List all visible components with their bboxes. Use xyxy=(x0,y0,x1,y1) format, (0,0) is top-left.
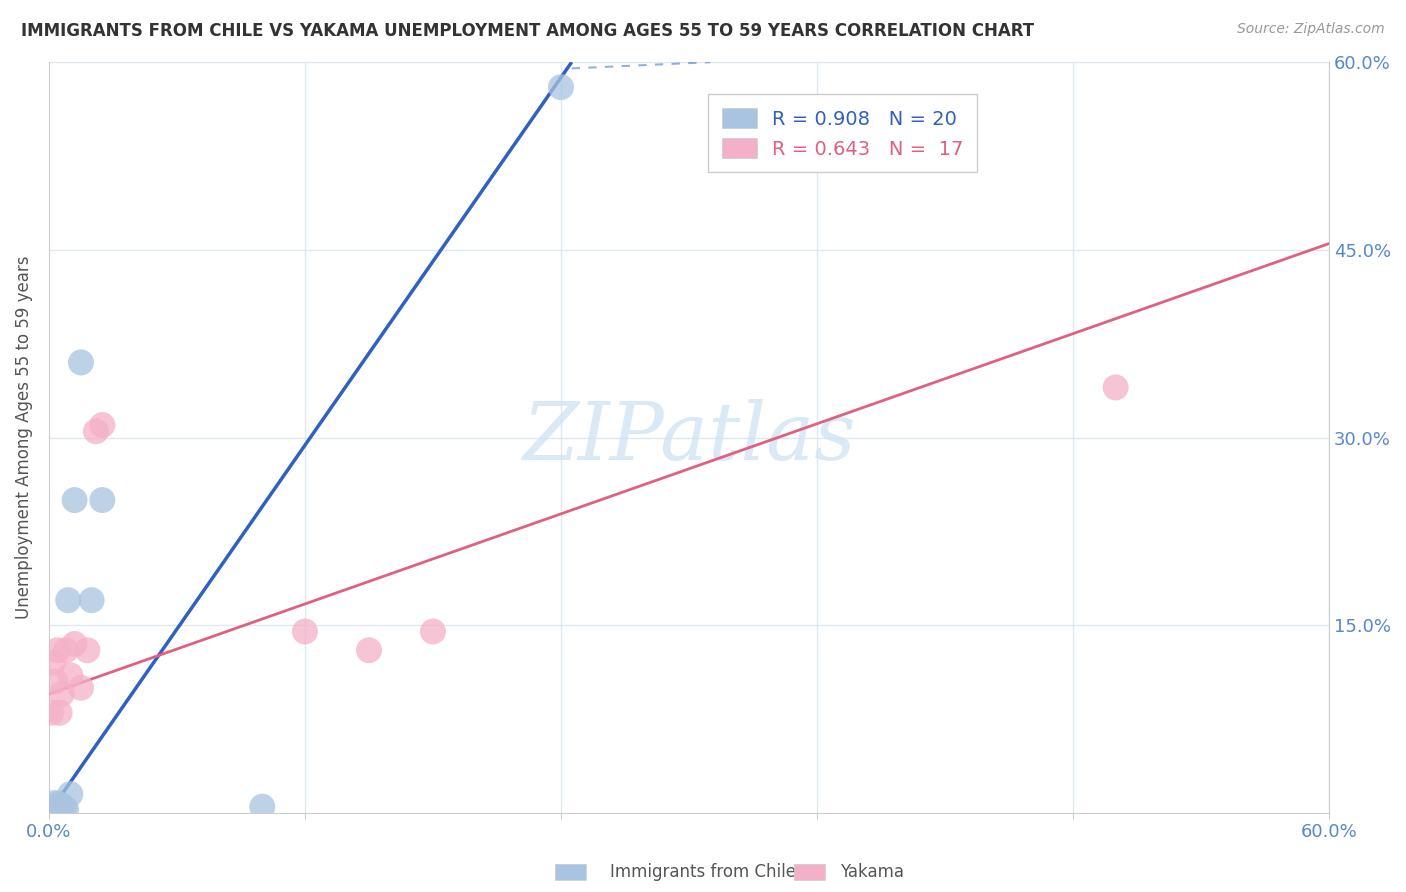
Text: Yakama: Yakama xyxy=(839,863,904,881)
Text: IMMIGRANTS FROM CHILE VS YAKAMA UNEMPLOYMENT AMONG AGES 55 TO 59 YEARS CORRELATI: IMMIGRANTS FROM CHILE VS YAKAMA UNEMPLOY… xyxy=(21,22,1035,40)
Point xyxy=(42,802,65,816)
Point xyxy=(48,799,70,814)
Point xyxy=(46,801,69,815)
Legend: R = 0.908   N = 20, R = 0.643   N =  17: R = 0.908 N = 20, R = 0.643 N = 17 xyxy=(709,95,977,172)
Point xyxy=(51,687,73,701)
Point xyxy=(422,624,444,639)
Point xyxy=(59,787,82,801)
Point xyxy=(48,706,70,720)
Point xyxy=(63,493,86,508)
Point xyxy=(55,802,77,816)
Point xyxy=(76,643,98,657)
Point xyxy=(294,624,316,639)
Point xyxy=(1105,380,1128,394)
Point xyxy=(39,804,62,818)
Point xyxy=(48,804,70,818)
Point xyxy=(91,417,114,432)
Point xyxy=(42,656,65,670)
Point xyxy=(55,643,77,657)
Point xyxy=(91,493,114,508)
Point xyxy=(84,424,107,438)
Text: Source: ZipAtlas.com: Source: ZipAtlas.com xyxy=(1237,22,1385,37)
Point xyxy=(80,593,103,607)
Point xyxy=(59,668,82,682)
Point xyxy=(252,799,274,814)
Y-axis label: Unemployment Among Ages 55 to 59 years: Unemployment Among Ages 55 to 59 years xyxy=(15,256,32,619)
Point xyxy=(63,637,86,651)
Point xyxy=(44,802,66,816)
Point xyxy=(52,801,75,815)
Point xyxy=(51,798,73,813)
Point xyxy=(44,796,66,810)
Text: Immigrants from Chile: Immigrants from Chile xyxy=(610,863,796,881)
Point xyxy=(357,643,380,657)
Text: ZIPatlas: ZIPatlas xyxy=(522,399,856,476)
Point xyxy=(70,355,93,369)
Point xyxy=(42,799,65,814)
Point xyxy=(39,706,62,720)
Point xyxy=(44,674,66,689)
Point xyxy=(46,797,69,812)
Point xyxy=(56,593,79,607)
Point xyxy=(550,80,572,95)
Point xyxy=(70,681,93,695)
Point xyxy=(46,643,69,657)
